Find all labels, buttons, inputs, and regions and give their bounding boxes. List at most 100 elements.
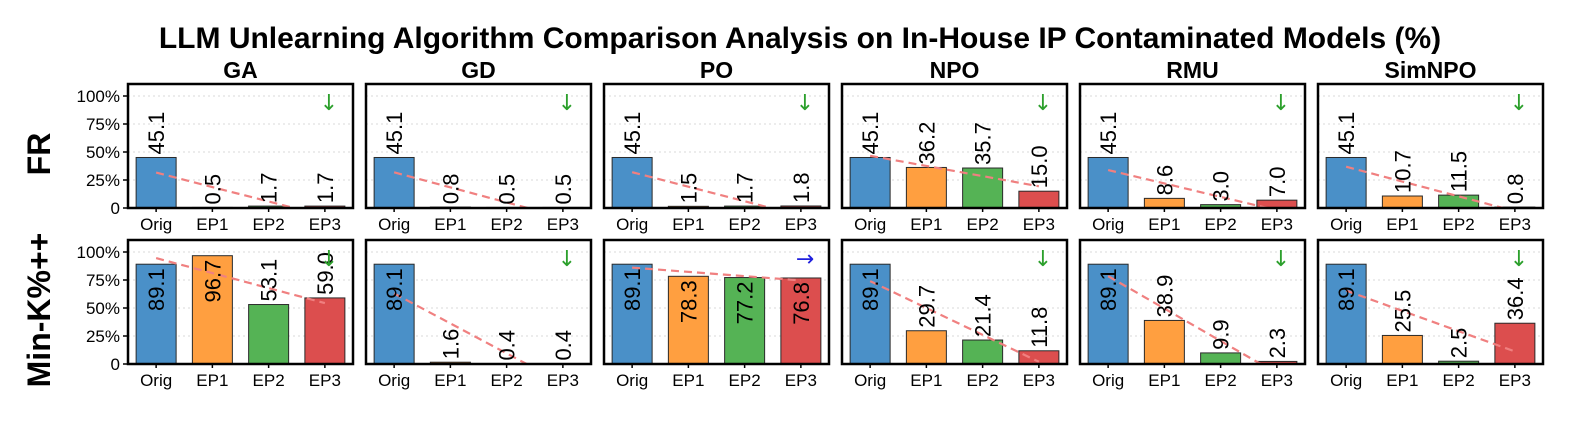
- x-tick-label: EP2: [1205, 215, 1237, 234]
- value-label: 2.3: [1265, 328, 1290, 359]
- value-label: 78.3: [676, 280, 701, 323]
- bar-ep3: [1018, 190, 1060, 209]
- bar-ep2: [1200, 352, 1242, 365]
- x-tick-label: EP3: [1023, 215, 1055, 234]
- value-label: 53.1: [257, 259, 282, 302]
- row-labels: FR Min-K%++: [21, 133, 57, 388]
- x-tick-label: EP2: [253, 215, 285, 234]
- x-tick-label: EP3: [1499, 371, 1531, 390]
- bar-ep3: [1494, 322, 1536, 365]
- y-tick-label: 50%: [86, 143, 120, 162]
- x-tick-label: Orig: [854, 371, 886, 390]
- value-label: 1.8: [789, 172, 814, 203]
- bar-orig: [373, 156, 415, 209]
- trend-arrow-icon: ↓: [558, 91, 576, 116]
- x-tick-label: EP1: [434, 215, 466, 234]
- x-tick-label: EP2: [491, 371, 523, 390]
- value-label: 7.0: [1265, 167, 1290, 198]
- x-tick-label: Orig: [378, 215, 410, 234]
- x-tick-label: EP1: [910, 371, 942, 390]
- value-label: 36.4: [1503, 277, 1528, 320]
- value-label: 0.5: [495, 174, 520, 205]
- value-label: 1.5: [676, 173, 701, 204]
- y-tick-label: 0: [111, 355, 120, 374]
- value-label: 89.1: [1334, 268, 1359, 311]
- column-title-gd: GD: [461, 57, 496, 83]
- value-label: 76.8: [789, 282, 814, 325]
- x-tick-label: Orig: [1330, 371, 1362, 390]
- x-tick-label: EP3: [1261, 371, 1293, 390]
- value-label: 0.4: [495, 330, 520, 361]
- bar-ep3: [1018, 350, 1060, 365]
- x-tick-label: Orig: [1092, 371, 1124, 390]
- panel-fr-ga: 0 25% 50% 75% 100% 45.1 0.5 1.7 1.7 ↓ Orig EP1 EP2 EP…: [77, 82, 355, 234]
- value-label: 21.4: [971, 294, 996, 337]
- value-label: 25.5: [1390, 290, 1415, 333]
- panel-fr-npo: 45.1 36.2 35.7 15.0 ↓ Orig EP1 EP2 EP3: [840, 82, 1069, 234]
- bar-ep1: [905, 330, 947, 365]
- x-tick-label: EP1: [1148, 371, 1180, 390]
- x-tick-label: Orig: [1092, 215, 1124, 234]
- value-label: 45.1: [858, 112, 883, 155]
- panel-frame: [840, 82, 1069, 210]
- x-tick-label: EP1: [1148, 215, 1180, 234]
- value-label: 2.5: [1447, 328, 1472, 359]
- value-label: 11.8: [1027, 307, 1052, 348]
- x-tick-label: EP3: [309, 215, 341, 234]
- panel-frame: [602, 82, 831, 210]
- value-label: 0.8: [1503, 174, 1528, 205]
- x-tick-label: EP1: [1386, 371, 1418, 390]
- bar-orig: [135, 156, 177, 209]
- x-tick-label: EP2: [253, 371, 285, 390]
- bar-orig: [1325, 156, 1367, 209]
- trend-arrow-icon: ↓: [320, 91, 338, 116]
- trend-line: [1345, 289, 1516, 353]
- panel-mink-gd: 89.1 1.6 0.4 0.4 ↓ Orig EP1 EP2 EP3: [364, 238, 593, 390]
- x-tick-label: EP1: [1386, 215, 1418, 234]
- x-tick-label: EP2: [967, 371, 999, 390]
- bar-ep3: [780, 277, 822, 365]
- x-tick-label: Orig: [140, 215, 172, 234]
- value-label: 89.1: [382, 268, 407, 311]
- value-label: 9.9: [1209, 319, 1234, 350]
- x-tick-label: EP2: [1443, 215, 1475, 234]
- panel-frame: [1078, 238, 1307, 366]
- value-label: 59.0: [313, 252, 338, 295]
- bar-ep1: [1381, 195, 1423, 209]
- column-title-ga: GA: [223, 57, 258, 83]
- x-tick-label: Orig: [854, 215, 886, 234]
- x-tick-label: Orig: [616, 215, 648, 234]
- bar-ep2: [962, 339, 1004, 365]
- y-tick-label: 75%: [86, 271, 120, 290]
- trend-arrow-icon: ↓: [1510, 247, 1528, 272]
- panel-frame: [364, 82, 593, 210]
- y-tick-label: 50%: [86, 299, 120, 318]
- bar-orig: [1087, 263, 1129, 365]
- row-label-0: FR: [21, 133, 57, 176]
- panel-frame: [126, 82, 355, 210]
- value-label: 77.2: [733, 282, 758, 325]
- trend-arrow-icon: ↓: [1272, 247, 1290, 272]
- row-label-1: Min-K%++: [21, 233, 57, 388]
- panels: 0 25% 50% 75% 100% 45.1 0.5 1.7 1.7 ↓ Orig EP1 EP2 EP…: [77, 82, 1545, 390]
- x-tick-label: EP3: [1499, 215, 1531, 234]
- value-label: 1.7: [257, 173, 282, 204]
- value-label: 10.7: [1390, 150, 1415, 193]
- y-tick-label: 25%: [86, 171, 120, 190]
- panel-frame: [364, 238, 593, 366]
- bar-ep2: [248, 304, 290, 365]
- y-tick-label: 75%: [86, 115, 120, 134]
- bar-orig: [611, 156, 653, 209]
- x-tick-label: EP2: [491, 215, 523, 234]
- column-titles: GA GD PO NPO RMU SimNPO: [223, 57, 1476, 83]
- x-tick-label: EP2: [1443, 371, 1475, 390]
- bar-ep2: [1438, 194, 1480, 209]
- panel-fr-simnpo: 45.1 10.7 11.5 0.8 ↓ Orig EP1 EP2 EP3: [1316, 82, 1545, 234]
- x-tick-label: EP1: [434, 371, 466, 390]
- bar-ep1: [1143, 197, 1185, 209]
- panel-frame: [1078, 82, 1307, 210]
- trend-arrow-icon: ↓: [558, 247, 576, 272]
- x-tick-label: EP3: [1023, 371, 1055, 390]
- value-label: 0.8: [438, 174, 463, 205]
